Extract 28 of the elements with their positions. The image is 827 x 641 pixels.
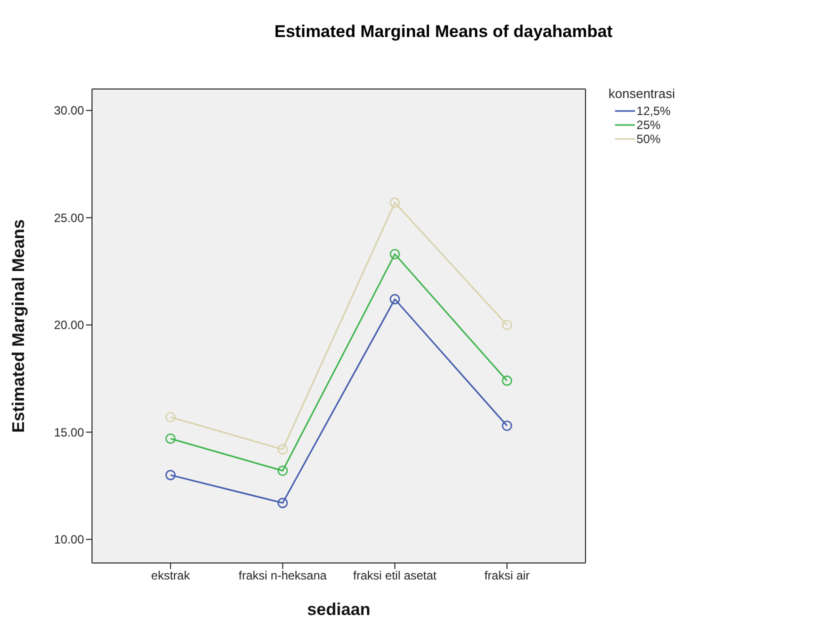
- y-tick-label: 20.00: [54, 318, 84, 332]
- x-tick-label: fraksi n-heksana: [238, 568, 328, 583]
- point: [390, 294, 400, 304]
- x-tick-label: fraksi etil asetat: [353, 568, 438, 583]
- x-tick-label: ekstrak: [151, 568, 191, 583]
- point: [390, 198, 400, 208]
- chart-title: Estimated Marginal Means of dayahambat: [273, 22, 614, 42]
- point: [278, 466, 288, 476]
- point: [278, 498, 288, 508]
- legend-label: 25%: [636, 118, 661, 132]
- y-tick-label: 15.00: [54, 425, 84, 440]
- legend-label: 12,5%: [636, 104, 671, 118]
- point: [165, 433, 176, 444]
- point: [502, 320, 512, 330]
- y-tick-label: 30.00: [54, 104, 84, 118]
- point: [165, 470, 176, 480]
- x-axis-title: sediaan: [307, 600, 370, 619]
- point: [502, 376, 512, 386]
- point: [502, 420, 512, 431]
- y-tick-label: 25.00: [54, 210, 84, 225]
- point: [278, 444, 288, 454]
- x-tick-label: fraksi air: [484, 568, 530, 583]
- legend-label: 50%: [636, 132, 661, 146]
- point: [390, 249, 400, 260]
- y-tick-label: 10.00: [54, 532, 84, 547]
- point: [165, 412, 176, 422]
- legend-title: konsentrasi: [608, 86, 675, 101]
- y-axis-title: Estimated Marginal Means: [9, 219, 28, 433]
